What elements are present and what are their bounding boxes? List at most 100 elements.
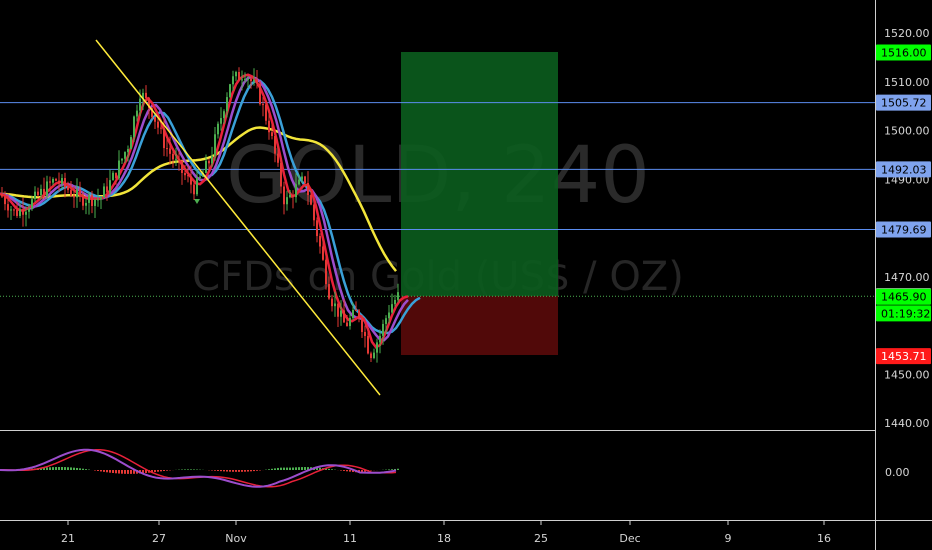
candle — [157, 117, 159, 135]
candle — [325, 253, 327, 290]
candle — [88, 192, 90, 215]
candle — [55, 177, 57, 182]
candle — [391, 293, 393, 314]
candle — [397, 283, 399, 303]
candle — [238, 67, 240, 81]
candle — [229, 83, 231, 98]
candle — [313, 202, 315, 227]
time-axis-label: 27 — [152, 532, 166, 545]
price-tag: 1465.90 — [876, 288, 931, 305]
ma-yellow-line — [0, 126, 397, 272]
candle — [70, 181, 72, 198]
candle — [241, 70, 243, 91]
candle — [376, 338, 378, 363]
time-axis-label: 21 — [61, 532, 75, 545]
price-axis[interactable]: 1520.001510.001500.001490.001470.001450.… — [884, 27, 930, 430]
candle — [148, 97, 150, 119]
candle — [331, 294, 333, 312]
candle — [103, 183, 105, 198]
candle — [256, 70, 258, 89]
time-axis-label: 16 — [817, 532, 831, 545]
candle — [259, 80, 261, 106]
candle — [337, 303, 339, 327]
candle — [196, 169, 198, 197]
candle — [262, 96, 264, 117]
candle — [364, 325, 366, 348]
candle — [370, 351, 372, 363]
candle — [277, 146, 279, 167]
price-tag: 1492.03 — [876, 161, 931, 178]
candle — [73, 186, 75, 208]
candle — [178, 151, 180, 171]
candle — [37, 187, 39, 198]
candle — [244, 72, 246, 83]
candle — [109, 169, 111, 196]
candle — [4, 191, 6, 211]
price-axis-label: 1450.00 — [884, 368, 930, 381]
trendline[interactable] — [95, 39, 381, 396]
time-axis-label: Dec — [619, 532, 640, 545]
candle — [211, 146, 213, 168]
candle — [100, 196, 102, 210]
take-profit-zone[interactable] — [401, 52, 558, 296]
candle — [316, 217, 318, 243]
svg-text:1492.03: 1492.03 — [881, 163, 927, 176]
candle — [367, 331, 369, 355]
time-axis[interactable]: 21 27 Nov 11 18 25 Dec 9 16 — [61, 521, 831, 545]
time-axis-label: 9 — [725, 532, 732, 545]
candle — [268, 109, 270, 140]
candle — [319, 233, 321, 254]
price-axis-label: 1510.00 — [884, 76, 930, 89]
svg-text:1516.00: 1516.00 — [881, 47, 927, 60]
svg-text:1465.90: 1465.90 — [881, 291, 927, 304]
candle — [250, 75, 252, 89]
candle — [28, 203, 30, 219]
candle — [106, 177, 108, 201]
candle — [145, 85, 147, 102]
candle — [160, 121, 162, 134]
candle — [67, 181, 69, 194]
candle — [13, 208, 15, 216]
time-axis-label: 18 — [437, 532, 451, 545]
candle — [307, 171, 309, 205]
candle — [217, 121, 219, 139]
candle — [205, 154, 207, 174]
candle — [181, 159, 183, 185]
candlesticks — [1, 67, 399, 363]
candle — [247, 75, 249, 88]
candle — [361, 315, 363, 339]
price-tag: 1516.00 — [876, 44, 931, 61]
candle — [7, 193, 9, 218]
candle — [199, 174, 201, 181]
price-tags: 1516.001505.721492.031479.691466.001465.… — [876, 44, 931, 365]
price-axis-label: 1470.00 — [884, 271, 930, 284]
candle — [235, 70, 237, 82]
price-tag: 1505.72 — [876, 94, 931, 111]
macd-indicator — [0, 448, 399, 488]
candle — [304, 175, 306, 188]
candle — [358, 308, 360, 323]
candle — [349, 313, 351, 330]
candle — [61, 174, 63, 189]
candle — [118, 150, 120, 181]
candle — [334, 291, 336, 317]
candle — [58, 172, 60, 192]
candle — [232, 70, 234, 91]
candle — [175, 147, 177, 167]
price-axis-label: 1500.00 — [884, 125, 930, 138]
candle — [79, 181, 81, 202]
time-axis-label: Nov — [225, 532, 247, 545]
candle — [346, 315, 348, 327]
candle — [40, 184, 42, 200]
candle — [271, 123, 273, 140]
candle — [22, 197, 24, 227]
candle — [76, 178, 78, 208]
stop-loss-zone[interactable] — [401, 296, 558, 355]
candle — [184, 165, 186, 180]
candle — [322, 240, 324, 261]
price-axis-label: 1520.00 — [884, 27, 930, 40]
candle — [190, 165, 192, 194]
candle — [169, 136, 171, 165]
candle — [52, 177, 54, 186]
